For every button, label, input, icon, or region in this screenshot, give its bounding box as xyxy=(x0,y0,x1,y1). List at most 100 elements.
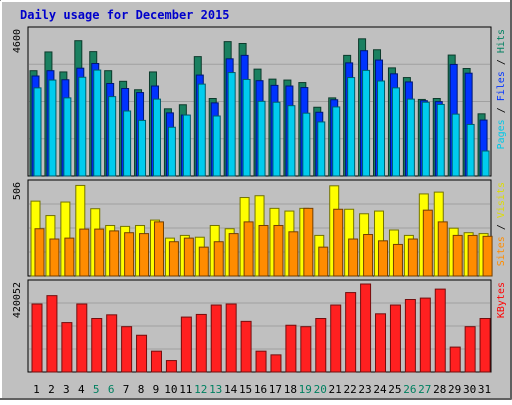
bar-kbytes-day-19 xyxy=(300,326,312,373)
bar-sites-day-4 xyxy=(79,228,90,277)
panel-pages-files-hits: 4600 Pages / Files / Hits xyxy=(12,26,507,177)
day-label-29: 29 xyxy=(448,383,461,396)
bar-sites-day-15 xyxy=(243,221,254,277)
day-label-16: 16 xyxy=(254,383,267,396)
bar-pages-day-27 xyxy=(421,101,430,177)
bar-sites-day-12 xyxy=(198,246,209,277)
bar-sites-day-30 xyxy=(467,234,478,277)
day-label-22: 22 xyxy=(343,383,356,396)
bar-kbytes-day-31 xyxy=(479,318,491,373)
day-label-27: 27 xyxy=(418,383,431,396)
bar-kbytes-day-6 xyxy=(106,314,118,373)
legend-sites-visits: Sites / Visits xyxy=(496,182,507,266)
bar-sites-day-25 xyxy=(392,243,403,277)
day-label-6: 6 xyxy=(108,383,115,396)
bar-sites-day-19 xyxy=(303,207,314,277)
bar-pages-day-10 xyxy=(167,126,176,177)
axis-max-label: 420052 xyxy=(12,282,23,318)
legend-kbytes: KBytes xyxy=(496,282,507,318)
bar-sites-day-29 xyxy=(452,234,463,277)
bar-sites-day-10 xyxy=(168,241,179,277)
day-label-10: 10 xyxy=(164,383,177,396)
bar-sites-day-26 xyxy=(407,238,418,277)
bar-sites-day-20 xyxy=(318,246,329,277)
bar-sites-day-21 xyxy=(333,208,344,277)
day-label-8: 8 xyxy=(138,383,145,396)
bar-kbytes-day-22 xyxy=(345,292,357,373)
bar-pages-day-6 xyxy=(108,96,117,177)
bar-sites-day-23 xyxy=(363,234,374,277)
bar-kbytes-day-29 xyxy=(449,346,461,373)
bar-pages-day-15 xyxy=(242,78,251,177)
bar-pages-day-29 xyxy=(451,113,460,177)
legend-entry: Pages xyxy=(496,119,507,149)
bar-kbytes-day-21 xyxy=(330,304,342,373)
bar-pages-day-1 xyxy=(33,87,42,177)
bar-kbytes-day-23 xyxy=(360,283,372,373)
bar-kbytes-day-17 xyxy=(270,354,282,373)
day-label-12: 12 xyxy=(194,383,207,396)
bar-kbytes-day-1 xyxy=(31,303,43,373)
day-label-2: 2 xyxy=(48,383,55,396)
bar-kbytes-day-9 xyxy=(150,350,162,373)
bar-sites-day-8 xyxy=(139,233,150,277)
bar-pages-day-3 xyxy=(63,97,72,177)
bar-sites-day-18 xyxy=(288,231,299,277)
bar-pages-day-5 xyxy=(93,69,102,177)
bar-pages-day-26 xyxy=(406,98,415,177)
bar-sites-day-3 xyxy=(64,237,75,277)
axis-max-label: 506 xyxy=(12,182,23,200)
bar-pages-day-19 xyxy=(302,112,311,177)
bar-kbytes-day-11 xyxy=(180,316,192,373)
bar-pages-day-14 xyxy=(227,72,236,177)
bar-sites-day-28 xyxy=(437,221,448,277)
day-label-3: 3 xyxy=(63,383,70,396)
bar-kbytes-day-27 xyxy=(419,297,431,373)
bar-kbytes-day-13 xyxy=(210,304,222,373)
bar-sites-day-13 xyxy=(213,241,224,277)
day-label-15: 15 xyxy=(239,383,252,396)
day-label-14: 14 xyxy=(224,383,238,396)
bar-kbytes-day-12 xyxy=(195,313,207,373)
day-label-26: 26 xyxy=(403,383,416,396)
bar-pages-day-20 xyxy=(317,121,326,177)
bar-sites-day-1 xyxy=(34,228,45,277)
day-label-20: 20 xyxy=(314,383,327,396)
bar-pages-day-21 xyxy=(332,106,341,177)
legend-entry: Sites xyxy=(496,236,507,266)
panel-sites-visits: 506 Sites / Visits xyxy=(12,179,507,277)
bar-pages-day-16 xyxy=(257,100,266,177)
bar-pages-day-18 xyxy=(287,105,296,177)
day-label-19: 19 xyxy=(299,383,312,396)
day-label-4: 4 xyxy=(78,383,85,396)
bar-sites-day-11 xyxy=(183,237,194,277)
bar-pages-day-24 xyxy=(377,80,386,177)
bar-kbytes-day-4 xyxy=(76,303,88,373)
bar-pages-day-13 xyxy=(212,115,221,177)
legend-entry: Hits xyxy=(496,29,507,53)
bar-kbytes-day-26 xyxy=(404,299,416,373)
bar-sites-day-5 xyxy=(94,228,105,277)
bar-sites-day-9 xyxy=(153,221,164,277)
bar-kbytes-day-15 xyxy=(240,320,252,373)
day-label-7: 7 xyxy=(123,383,130,396)
bar-sites-day-22 xyxy=(348,238,359,277)
bar-kbytes-day-3 xyxy=(61,322,73,373)
bar-pages-day-11 xyxy=(182,114,191,177)
bar-sites-day-14 xyxy=(228,233,239,277)
bar-sites-day-31 xyxy=(482,235,493,277)
bar-pages-day-4 xyxy=(78,76,87,177)
day-label-13: 13 xyxy=(209,383,222,396)
bar-kbytes-day-20 xyxy=(315,318,327,373)
day-label-23: 23 xyxy=(358,383,371,396)
bar-kbytes-day-10 xyxy=(165,360,177,373)
day-label-17: 17 xyxy=(269,383,282,396)
bar-sites-day-17 xyxy=(273,224,284,277)
bar-kbytes-day-18 xyxy=(285,324,297,373)
day-label-11: 11 xyxy=(179,383,192,396)
bar-pages-day-9 xyxy=(152,98,161,177)
panel-kbytes: 420052 KBytes xyxy=(12,279,507,373)
bar-kbytes-day-28 xyxy=(434,288,446,373)
bar-pages-day-30 xyxy=(466,123,475,177)
